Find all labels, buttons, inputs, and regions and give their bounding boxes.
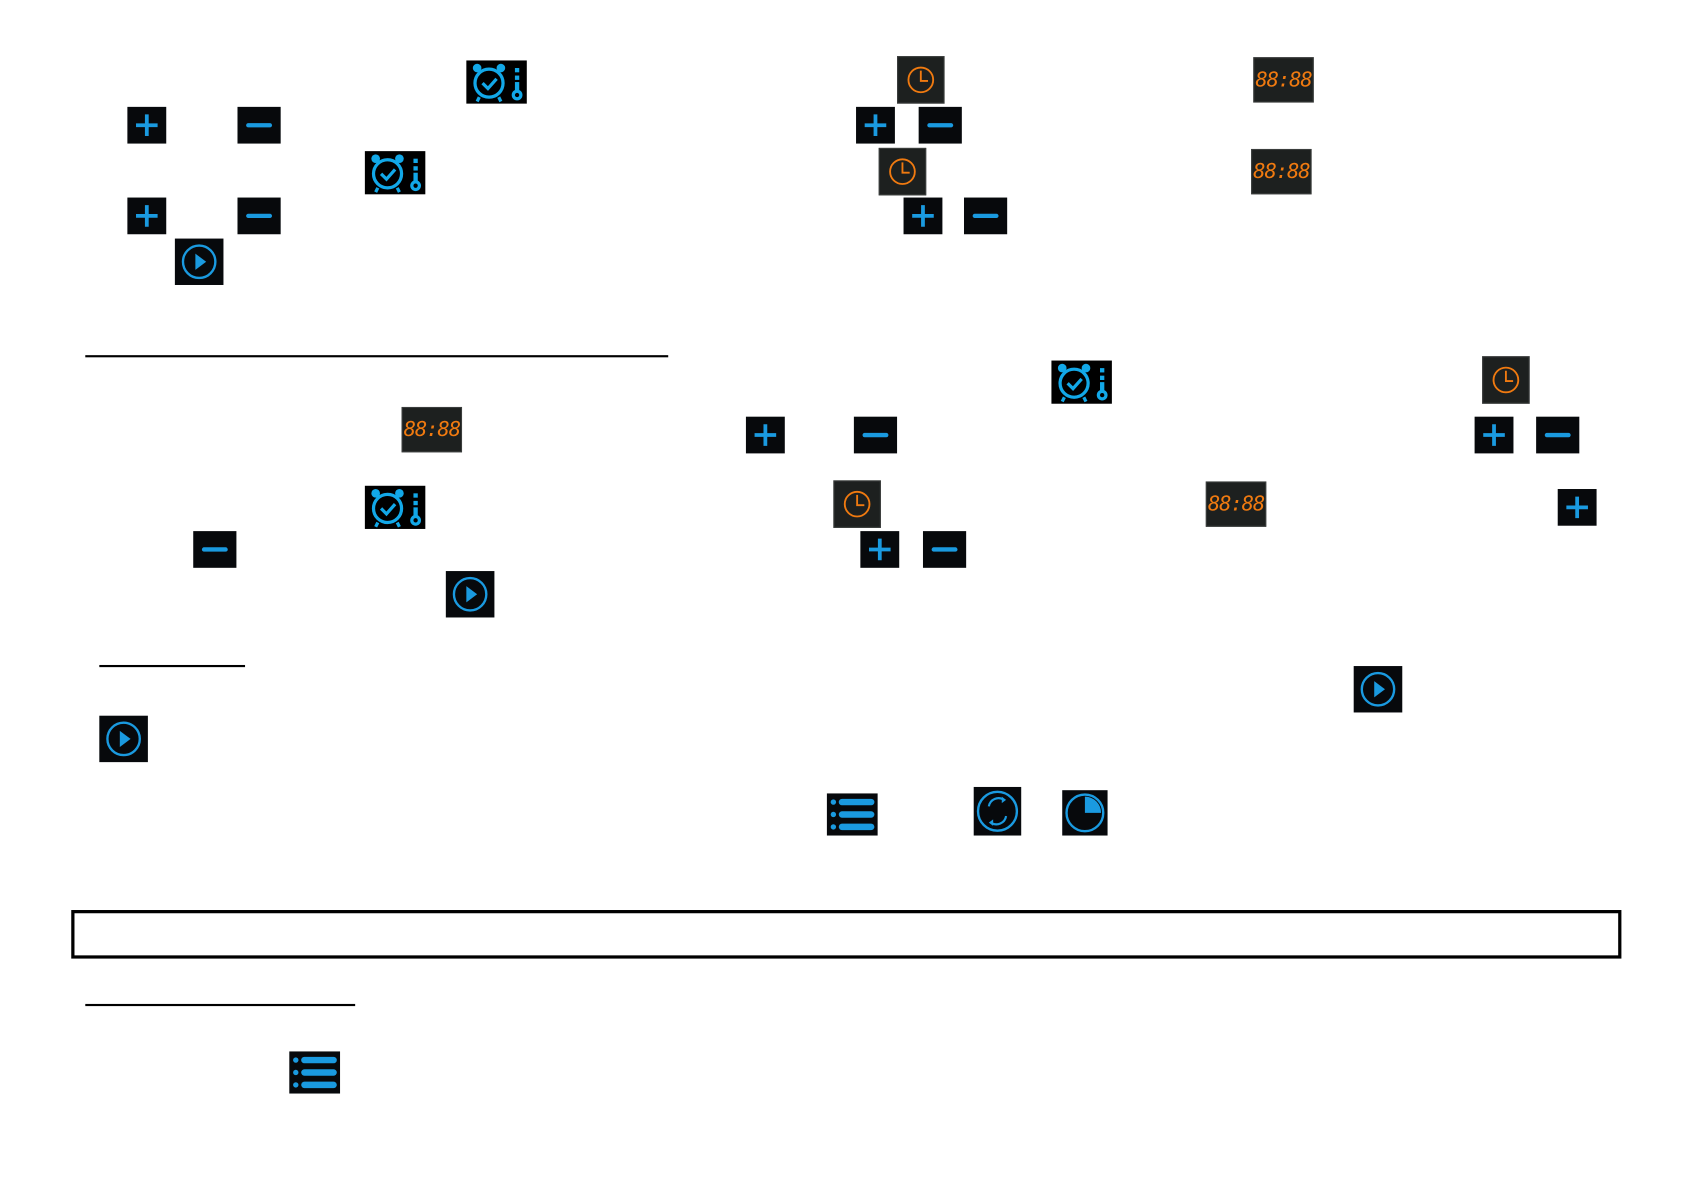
minus-button[interactable]: [963, 197, 1008, 235]
timer-icon: [1062, 790, 1107, 835]
rotate-icon: [974, 787, 1021, 836]
clock-button[interactable]: [1482, 356, 1530, 404]
minus-button[interactable]: [922, 531, 967, 568]
plus-button[interactable]: [1474, 416, 1514, 454]
alarm-thermometer-icon: [1051, 360, 1112, 404]
play-icon: [1354, 666, 1403, 712]
list-icon: [827, 793, 878, 835]
divider: [85, 355, 669, 357]
minus-button[interactable]: [237, 197, 281, 235]
clock-icon: [898, 57, 943, 102]
plus-icon: [127, 107, 166, 144]
menu-button[interactable]: [289, 1051, 341, 1094]
clock-icon: [834, 481, 879, 526]
clock-button[interactable]: [897, 56, 945, 104]
divider: [99, 664, 246, 667]
minus-icon: [923, 531, 966, 568]
plus-icon: [1475, 417, 1514, 454]
start-button[interactable]: [99, 715, 148, 763]
minus-icon: [854, 417, 897, 454]
rotate-button[interactable]: [973, 786, 1022, 836]
minus-icon: [237, 198, 280, 235]
play-icon: [99, 716, 148, 762]
display-digits: 88:88: [403, 417, 461, 442]
menu-button[interactable]: [826, 793, 878, 836]
minus-button[interactable]: [193, 531, 237, 568]
plus-button[interactable]: [860, 531, 900, 568]
play-icon: [446, 571, 495, 617]
plus-icon: [860, 531, 899, 568]
minus-icon: [1536, 417, 1579, 454]
alarm-thermometer-icon: [466, 60, 527, 104]
digital-display: 88:88: [1251, 148, 1312, 195]
minus-icon: [919, 107, 962, 144]
plus-icon: [746, 417, 785, 454]
clock-button[interactable]: [833, 480, 881, 528]
plus-button[interactable]: [127, 106, 167, 144]
display-digits: 88:88: [1207, 492, 1265, 517]
minus-icon: [193, 531, 236, 568]
plus-icon: [127, 198, 166, 235]
minus-button[interactable]: [918, 106, 962, 144]
play-icon: [175, 239, 224, 285]
minus-icon: [237, 107, 280, 144]
section-header-box: [71, 910, 1622, 959]
clock-icon: [880, 149, 925, 194]
clock-icon: [1483, 357, 1528, 402]
digital-display: 88:88: [401, 406, 463, 453]
start-button[interactable]: [445, 571, 495, 618]
plus-icon: [1558, 489, 1597, 526]
timer-button[interactable]: [1062, 790, 1108, 836]
plus-button[interactable]: [903, 197, 943, 235]
clock-button[interactable]: [878, 147, 927, 196]
divider: [85, 1003, 356, 1006]
display-digits: 88:88: [1255, 68, 1312, 92]
start-button[interactable]: [1353, 666, 1403, 713]
start-button[interactable]: [174, 238, 224, 285]
plus-button[interactable]: [856, 106, 895, 144]
minus-button[interactable]: [1536, 416, 1580, 454]
minus-icon: [964, 198, 1007, 235]
display-digits: 88:88: [1253, 159, 1310, 184]
minus-button[interactable]: [237, 106, 281, 144]
plus-button[interactable]: [745, 416, 785, 454]
minus-button[interactable]: [853, 416, 898, 454]
list-icon: [289, 1051, 340, 1093]
digital-display: 88:88: [1205, 481, 1267, 527]
digital-display: 88:88: [1253, 57, 1314, 103]
plus-icon: [856, 107, 895, 144]
plus-icon: [904, 198, 943, 235]
alarm-thermometer-icon: [364, 151, 426, 195]
plus-button[interactable]: [127, 197, 167, 235]
plus-button[interactable]: [1557, 489, 1597, 526]
alarm-thermometer-icon: [364, 485, 426, 529]
